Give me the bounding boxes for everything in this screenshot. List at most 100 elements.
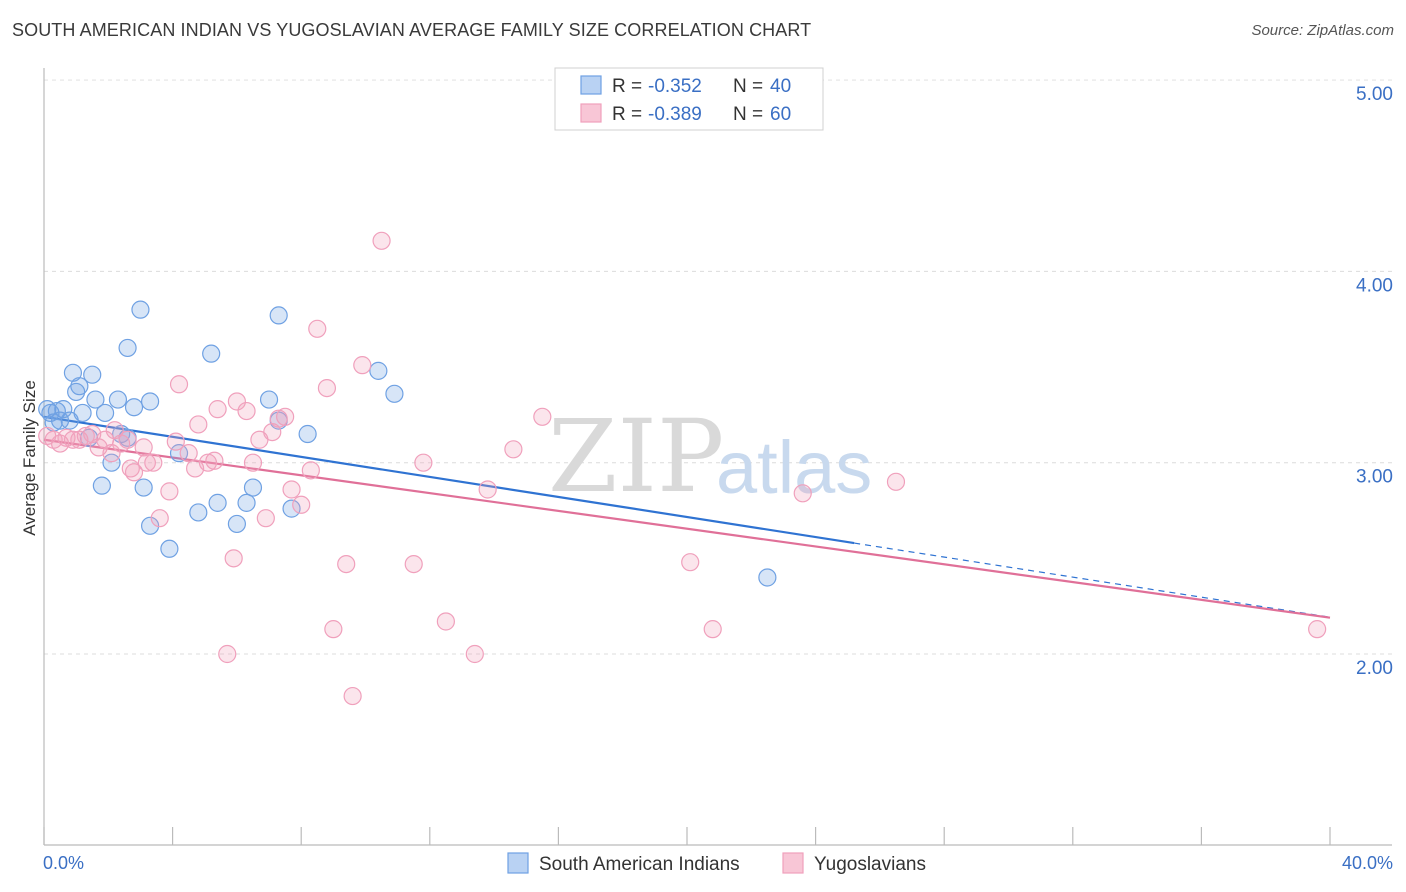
point-south-american-indians-30 [208, 493, 227, 512]
x-tick-label-1: 40.0% [1342, 853, 1393, 873]
point-yugoslavians-55 [533, 407, 552, 426]
point-yugoslavians-51 [436, 612, 455, 631]
grid-lines [44, 79, 1392, 655]
point-south-american-indians-39 [369, 361, 388, 380]
point-south-american-indians-8 [67, 382, 86, 402]
point-yugoslavians-56 [681, 553, 700, 572]
point-yugoslavians-21 [166, 432, 185, 451]
point-yugoslavians-52 [465, 644, 484, 664]
point-south-american-indians-10 [73, 403, 92, 423]
point-yugoslavians-41 [301, 461, 320, 480]
point-yugoslavians-17 [137, 453, 156, 472]
point-south-american-indians-38 [298, 424, 317, 444]
legend-n-value-2: 60 [770, 104, 791, 125]
trend-line-south-american-indians [43, 415, 855, 545]
point-south-american-indians-24 [118, 338, 137, 358]
legend-n-label-1: N = [733, 76, 763, 97]
point-south-american-indians-4 [50, 411, 70, 430]
point-yugoslavians-6 [76, 426, 95, 446]
point-yugoslavians-54 [504, 440, 523, 459]
point-south-american-indians-17 [108, 390, 128, 409]
point-south-american-indians-32 [237, 493, 256, 512]
point-south-american-indians-27 [169, 444, 189, 463]
point-yugoslavians-48 [372, 231, 391, 250]
point-south-american-indians-3 [47, 401, 66, 421]
point-yugoslavians-49 [404, 554, 423, 574]
tick-labels: 2.00 3.00 4.00 5.00 0.0% 40.0% [43, 84, 1393, 873]
point-yugoslavians-27 [205, 451, 224, 470]
point-yugoslavians-38 [276, 407, 295, 426]
point-yugoslavians-40 [292, 495, 311, 514]
y-tick-label-3: 5.00 [1356, 84, 1393, 105]
watermark: ZIP atlas [548, 398, 872, 515]
y-tick-label-1: 3.00 [1356, 467, 1393, 488]
point-south-american-indians-13 [86, 390, 105, 409]
top-legend: R = -0.352 N = 40 R = -0.389 N = 60 [554, 67, 824, 131]
point-yugoslavians-45 [337, 554, 356, 574]
point-yugoslavians-46 [343, 686, 362, 706]
point-south-american-indians-29 [202, 344, 221, 363]
bottom-legend-swatch-pink [782, 852, 804, 874]
y-tick-label-0: 2.00 [1356, 658, 1393, 679]
point-south-american-indians-34 [259, 390, 279, 409]
point-yugoslavians-39 [282, 480, 301, 499]
point-south-american-indians-40 [385, 384, 404, 403]
point-south-american-indians-26 [160, 539, 179, 558]
point-south-american-indians-35 [269, 306, 288, 325]
trend-line-south-american-indians-extrapolated [854, 542, 1331, 618]
point-yugoslavians-47 [353, 356, 372, 375]
point-yugoslavians-23 [179, 444, 198, 463]
chart-source: Source: ZipAtlas.com [1251, 22, 1394, 39]
point-yugoslavians-60 [1308, 620, 1327, 639]
point-yugoslavians-30 [224, 549, 243, 568]
point-yugoslavians-26 [198, 453, 218, 472]
bottom-legend: South American Indians Yugoslavians [507, 852, 926, 875]
point-yugoslavians-25 [189, 415, 208, 434]
legend-n-value-1: 40 [770, 76, 791, 97]
point-south-american-indians-14 [92, 476, 111, 495]
legend-r-value-1: -0.352 [648, 76, 702, 97]
point-yugoslavians-28 [208, 400, 227, 419]
axes [43, 68, 1392, 846]
point-yugoslavians-13 [118, 430, 137, 449]
point-south-american-indians-12 [83, 365, 102, 384]
point-south-american-indians-16 [102, 453, 121, 472]
y-axis-label: Average Family Size [20, 380, 39, 536]
point-south-american-indians-15 [95, 403, 115, 423]
point-yugoslavians-20 [160, 482, 179, 501]
point-south-american-indians-22 [134, 478, 153, 497]
legend-swatch-pink [580, 103, 602, 123]
point-yugoslavians-15 [124, 463, 144, 482]
point-yugoslavians-37 [269, 409, 288, 428]
point-yugoslavians-19 [150, 509, 169, 528]
legend-r-label-2: R = [612, 104, 642, 125]
y-tick-label-2: 4.00 [1356, 275, 1393, 296]
point-yugoslavians-50 [414, 453, 433, 472]
point-south-american-indians-9 [70, 377, 89, 396]
point-south-american-indians-23 [140, 392, 160, 411]
point-south-american-indians-33 [243, 478, 263, 497]
point-yugoslavians-29 [218, 644, 237, 664]
bottom-legend-label-blue: South American Indians [539, 854, 740, 875]
legend-r-value-2: -0.389 [648, 104, 702, 125]
legend-n-label-2: N = [733, 104, 763, 125]
point-yugoslavians-53 [478, 480, 497, 499]
point-yugoslavians-59 [886, 472, 906, 491]
point-yugoslavians-43 [317, 378, 337, 398]
point-yugoslavians-16 [134, 438, 153, 457]
point-south-american-indians-31 [227, 514, 246, 534]
point-yugoslavians-32 [237, 401, 256, 421]
point-yugoslavians-31 [227, 392, 246, 411]
bottom-legend-swatch-blue [507, 852, 529, 874]
series-yugoslavians [38, 231, 1327, 706]
point-yugoslavians-44 [324, 620, 343, 639]
point-yugoslavians-18 [144, 453, 163, 472]
watermark-zip: ZIP [548, 398, 724, 515]
watermark-atlas: atlas [716, 426, 872, 509]
point-south-american-indians-37 [282, 499, 301, 518]
point-yugoslavians-42 [308, 319, 327, 338]
legend-swatch-blue [580, 75, 602, 95]
legend-r-label-1: R = [612, 76, 642, 97]
point-yugoslavians-10 [102, 444, 121, 463]
